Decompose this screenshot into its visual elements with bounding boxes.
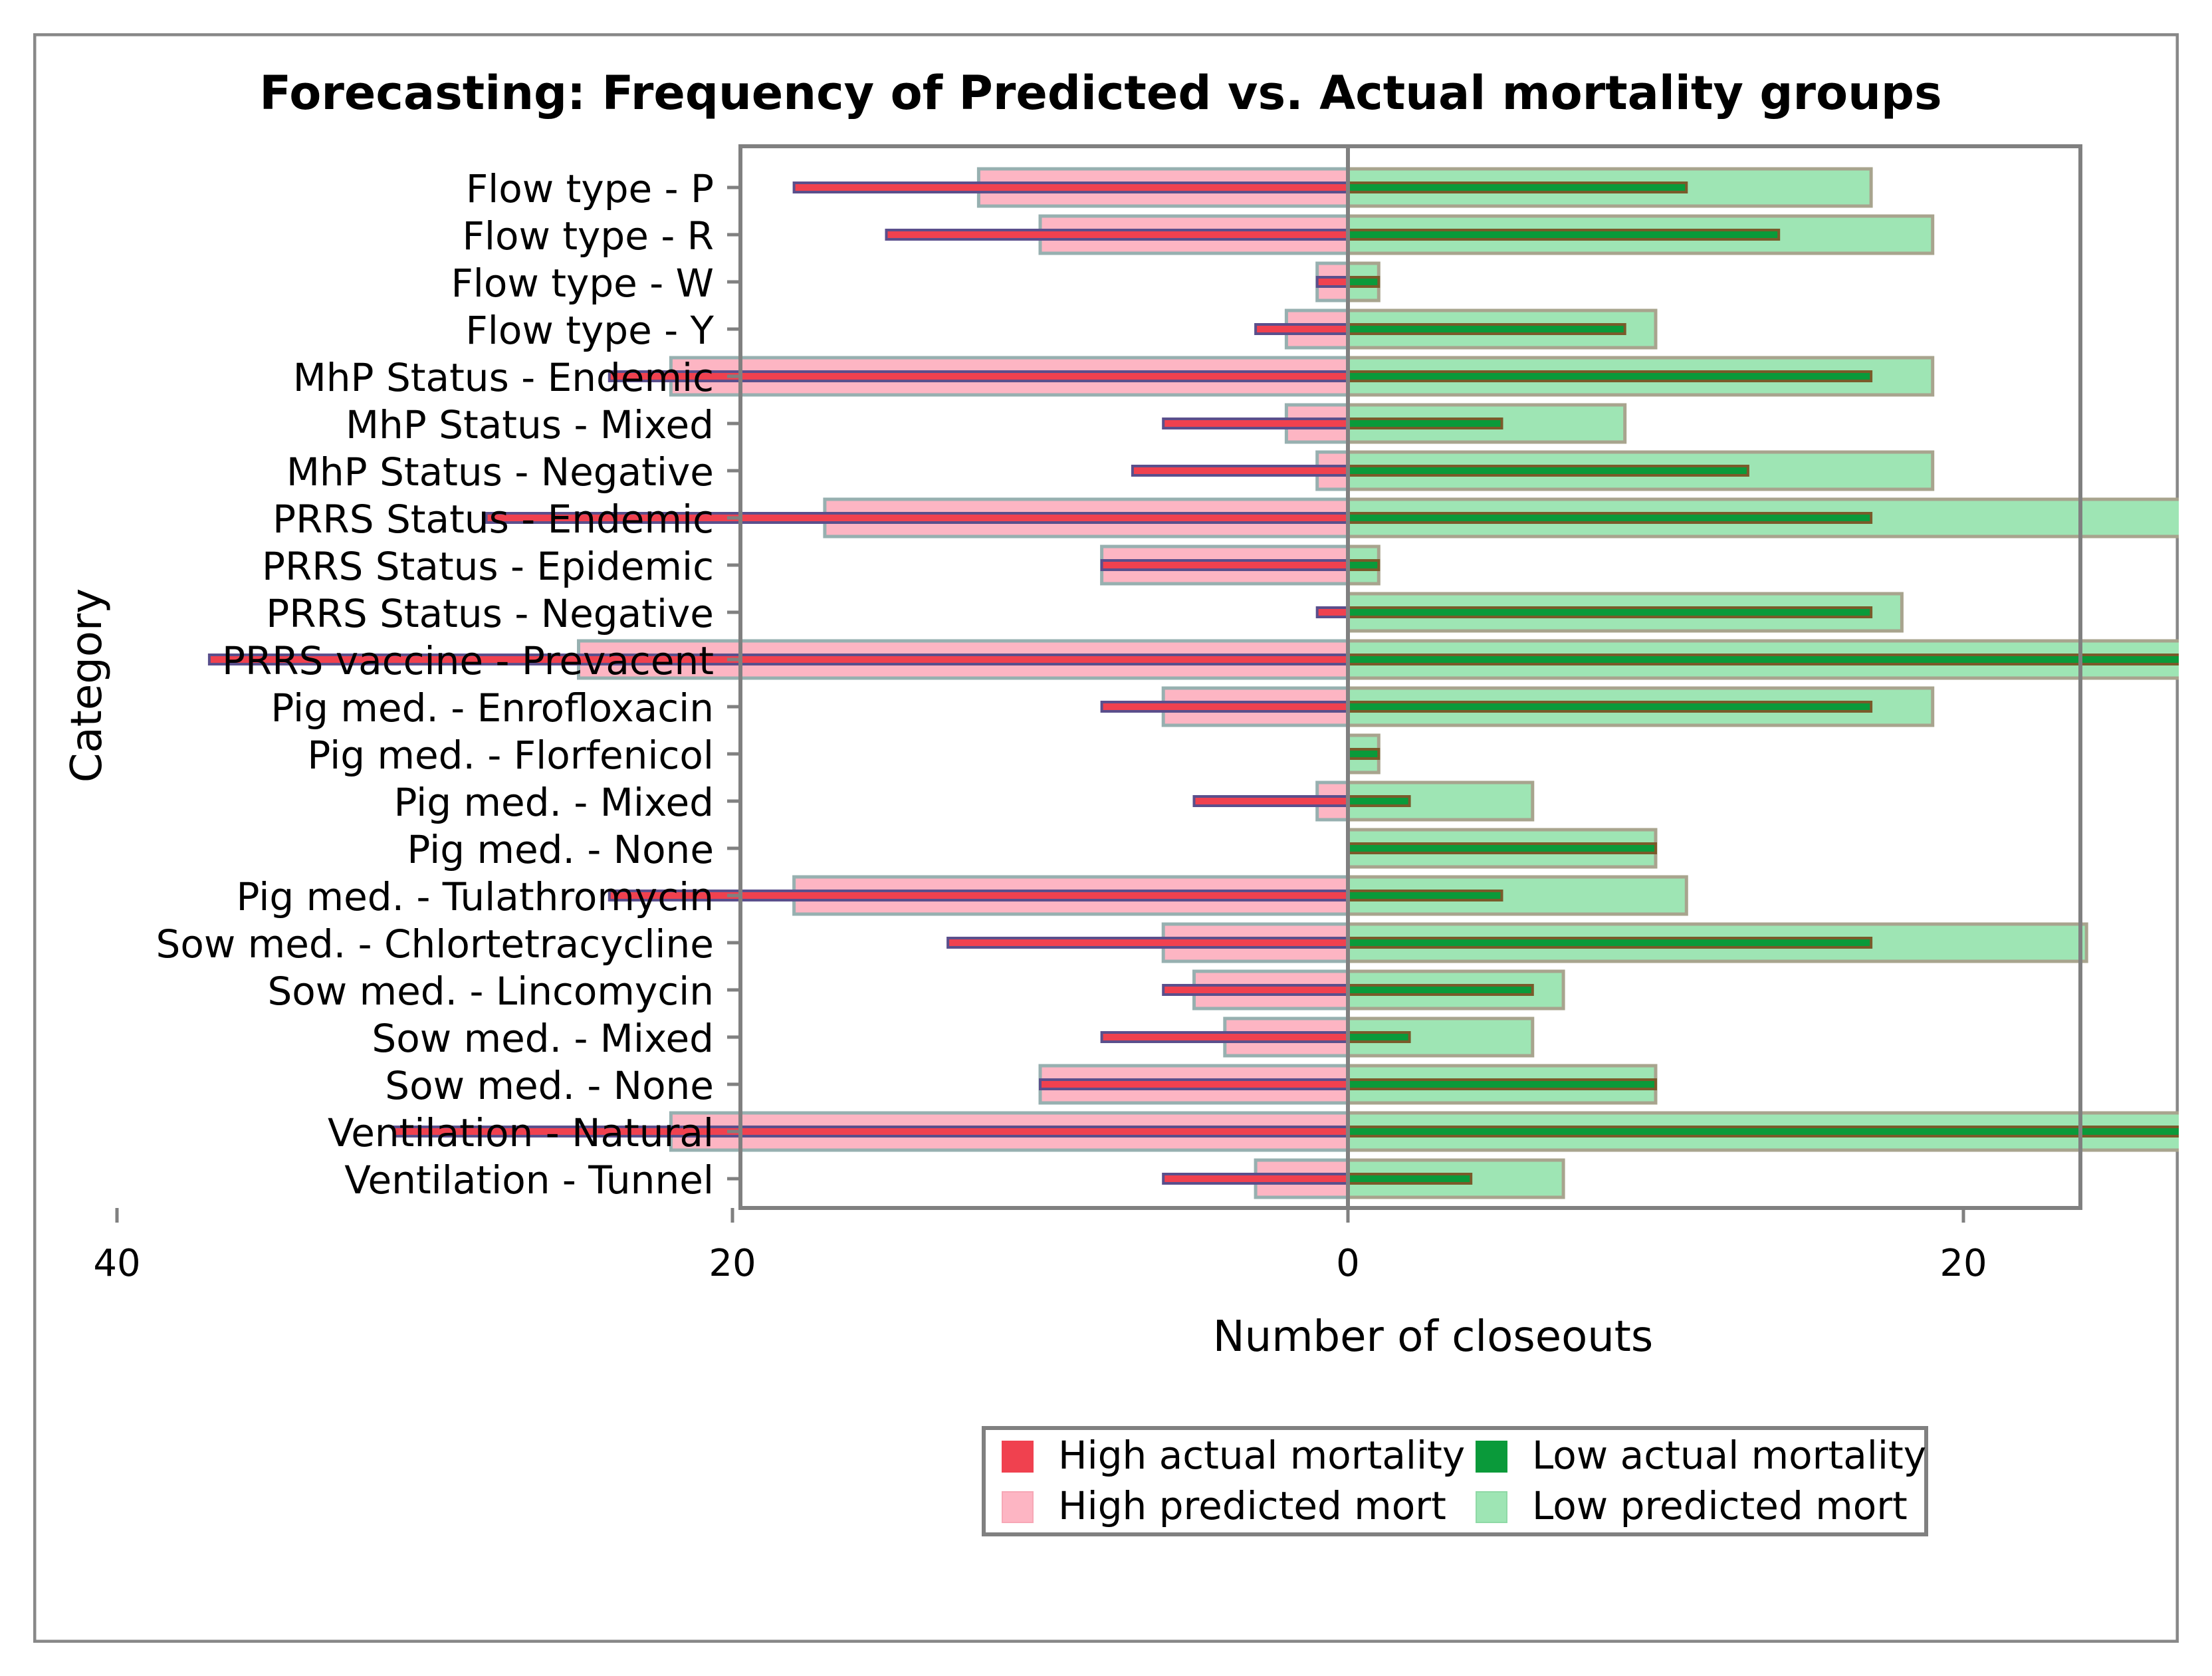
bar-high-actual xyxy=(1131,465,1350,477)
bar-high-actual xyxy=(608,890,1349,901)
category-label: Pig med. - Tulathromycin xyxy=(237,874,715,919)
bar-low-actual xyxy=(1347,606,1873,618)
bar-low-actual xyxy=(1347,181,1688,193)
category-label: Flow type - W xyxy=(451,261,714,306)
category-label: Ventilation - Tunnel xyxy=(344,1157,714,1203)
bar-high-actual xyxy=(608,370,1349,382)
bar-low-actual xyxy=(1347,1173,1473,1185)
bar-low-actual xyxy=(1347,890,1503,901)
legend-label: Low actual mortality xyxy=(1532,1433,1926,1478)
legend-box xyxy=(982,1426,1928,1536)
bar-low-actual xyxy=(1347,795,1411,807)
category-label: MhP Status - Endemic xyxy=(293,355,714,400)
bar-low-actual xyxy=(1347,984,1534,996)
bar-high-actual xyxy=(1162,984,1349,996)
category-label: Sow med. - None xyxy=(385,1063,714,1108)
bar-low-actual xyxy=(1347,1031,1411,1043)
legend-label: High actual mortality xyxy=(1058,1433,1465,1478)
bar-low-actual xyxy=(1347,323,1626,335)
x-tick-label: 0 xyxy=(1336,1242,1360,1285)
bar-low-actual xyxy=(1347,654,2179,665)
legend-label: Low predicted mort xyxy=(1532,1483,1908,1528)
bar-high-actual xyxy=(792,181,1349,193)
category-label: PRRS vaccine - Prevacent xyxy=(222,638,714,683)
category-label: Sow med. - Lincomycin xyxy=(267,969,714,1014)
bar-high-actual xyxy=(1254,323,1349,335)
figure-border xyxy=(33,33,2179,1643)
bar-high-actual xyxy=(1162,1173,1349,1185)
bar-high-actual xyxy=(1100,701,1349,713)
x-axis-ticks: 402002040 xyxy=(93,185,1987,1285)
bar-low-actual xyxy=(1347,512,1873,524)
y-axis-label: Category xyxy=(62,588,112,782)
bar-high-actual xyxy=(1162,418,1349,429)
bar-high-actual xyxy=(1192,795,1349,807)
x-tick-label: 20 xyxy=(1939,1242,1987,1285)
x-tick-label: 20 xyxy=(709,1242,756,1285)
category-label: Ventilation - Natural xyxy=(328,1110,714,1155)
bar-low-actual xyxy=(1347,701,1873,713)
category-label: PRRS Status - Epidemic xyxy=(262,544,714,589)
legend-swatch xyxy=(1002,1441,1034,1473)
bar-high-actual xyxy=(1315,276,1349,288)
category-label: Sow med. - Chlortetracycline xyxy=(156,921,714,967)
bar-low-actual xyxy=(1347,370,1873,382)
legend-swatch xyxy=(1476,1441,1507,1473)
bar-low-actual xyxy=(1347,748,1381,760)
bar-low-actual xyxy=(1347,465,1749,477)
chart-frame: Forecasting: Frequency of Predicted vs. … xyxy=(33,33,2179,1643)
x-axis-label: Number of closeouts xyxy=(1213,1312,1653,1362)
bar-high-actual xyxy=(1100,559,1349,571)
category-label: PRRS Status - Negative xyxy=(266,591,714,636)
category-label: Flow type - P xyxy=(466,166,714,211)
plot-border xyxy=(738,144,2082,1210)
category-label: MhP Status - Mixed xyxy=(346,402,714,447)
x-tick-label: 40 xyxy=(93,1242,140,1285)
category-label: Pig med. - Enrofloxacin xyxy=(271,685,714,731)
bar-high-actual xyxy=(1039,1078,1349,1090)
bar-low-actual xyxy=(1347,418,1503,429)
bar-low-actual xyxy=(1347,937,1873,949)
bar-high-actual xyxy=(946,937,1349,949)
bar-low-actual xyxy=(1347,842,1657,854)
category-label: Pig med. - None xyxy=(407,827,714,872)
category-label: PRRS Status - Endemic xyxy=(273,497,714,542)
legend-label: High predicted mort xyxy=(1058,1483,1446,1528)
category-label: Pig med. - Florfenicol xyxy=(307,733,714,778)
bar-low-actual xyxy=(1347,1078,1657,1090)
bars-group xyxy=(207,146,2179,1208)
category-label: Pig med. - Mixed xyxy=(393,780,714,825)
bar-low-actual xyxy=(1347,559,1381,571)
category-label: Flow type - Y xyxy=(465,308,714,353)
bar-high-actual xyxy=(1315,606,1349,618)
chart-title: Forecasting: Frequency of Predicted vs. … xyxy=(259,66,1941,120)
legend-swatch xyxy=(1476,1491,1507,1523)
category-label: MhP Status - Negative xyxy=(286,449,714,495)
legend-swatch xyxy=(1002,1491,1034,1523)
legend: High actual mortality Low actual mortalit… xyxy=(982,1426,1928,1536)
bar-low-actual xyxy=(1347,276,1381,288)
bar-low-actual xyxy=(1347,1126,2179,1137)
category-label: Sow med. - Mixed xyxy=(372,1016,714,1061)
category-label: Flow type - R xyxy=(462,213,714,259)
bar-high-actual xyxy=(885,229,1349,241)
bar-low-actual xyxy=(1347,229,1781,241)
bar-high-actual xyxy=(1100,1031,1349,1043)
chart-svg: Forecasting: Frequency of Predicted vs. … xyxy=(33,33,2179,1643)
